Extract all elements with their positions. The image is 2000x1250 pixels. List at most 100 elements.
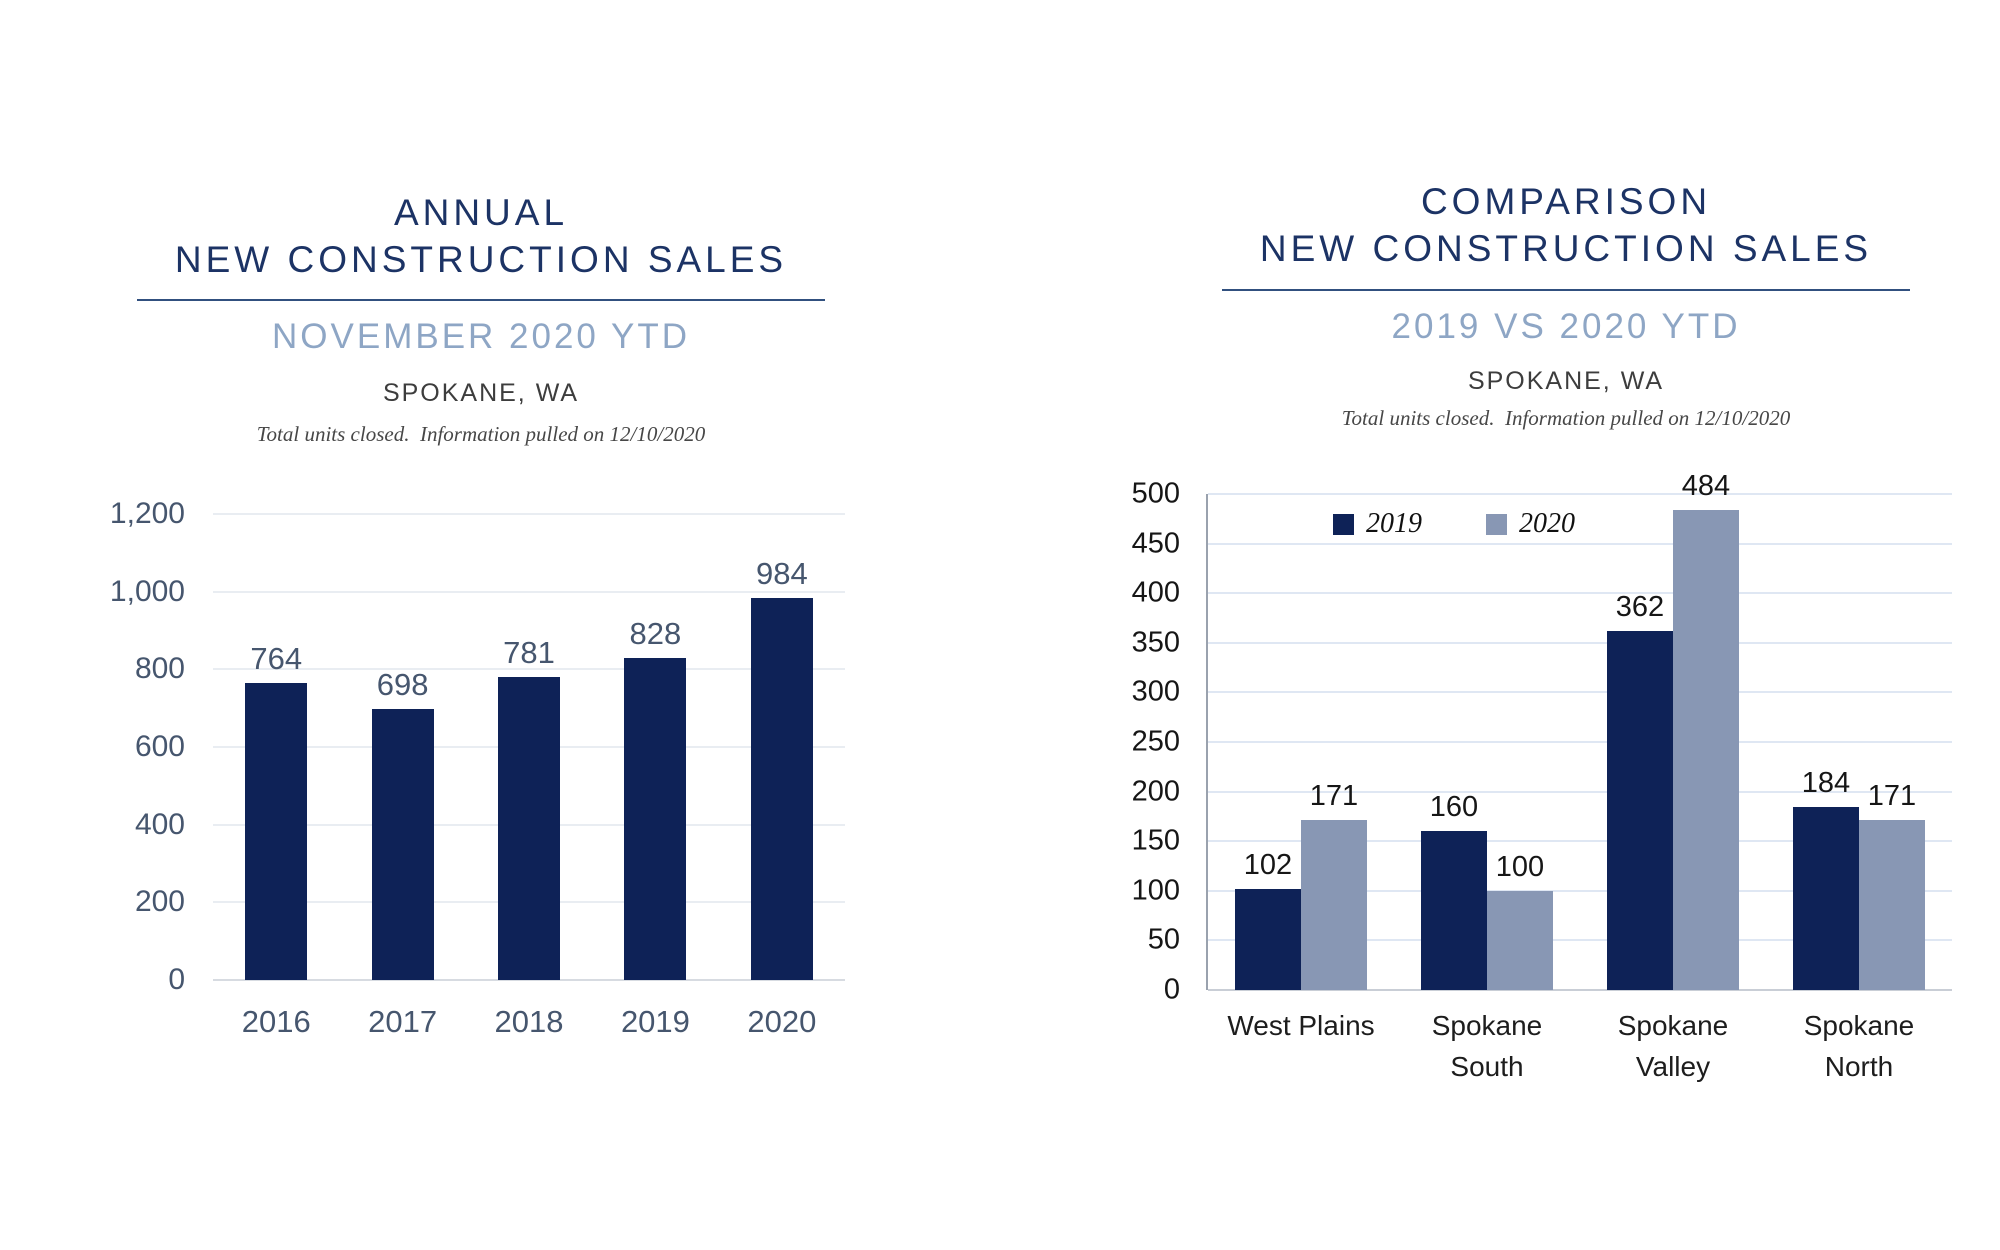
value-label: 698 <box>376 666 429 702</box>
x-tick-label: 2017 <box>368 1004 438 1039</box>
bar-group: 984 <box>750 514 813 980</box>
category-slot: 160 100 <box>1394 494 1580 990</box>
y-tick-label: 100 <box>1131 874 1180 907</box>
bars-area: 764 698 781 828 984 <box>213 514 845 980</box>
gridline <box>1208 592 1952 595</box>
gridline <box>213 590 845 593</box>
category-slot: 362 484 <box>1580 471 1766 990</box>
legend: 2019 2020 <box>1333 508 1575 540</box>
value-label: 100 <box>1495 850 1545 883</box>
chart-location: SPOKANE, WA <box>382 379 580 407</box>
y-tick-label: 0 <box>1163 973 1180 1006</box>
gridline <box>1208 840 1952 843</box>
value-label: 764 <box>250 641 303 677</box>
plot-gridlines <box>1206 493 1952 991</box>
y-tick-label: 350 <box>1131 626 1180 659</box>
y-tick-label: 1,000 <box>109 574 185 608</box>
y-axis-labels: 0 50 100 150 200 250 300 350 400 450 500 <box>1050 479 1180 1004</box>
category-slot: 698 <box>339 514 465 980</box>
legend-swatch <box>1333 513 1354 535</box>
x-axis-line <box>213 979 845 981</box>
annual-sales-plot: 0 200 400 600 800 1,000 1,200 764 698 781 828 984 … <box>110 499 845 1039</box>
category-slot: 984 <box>719 514 845 980</box>
chart-subtitle: NOVEMBER 2020 YTD <box>272 317 690 356</box>
y-tick-label: 300 <box>1131 675 1180 708</box>
legend-item-2020: 2020 <box>1486 508 1575 540</box>
x-tick-label: 2019 <box>620 1004 690 1039</box>
bar-group: 362 484 <box>1607 471 1739 990</box>
comparison-sales-plot: 0 50 100 150 200 250 300 350 400 450 500 102 171 160… <box>1132 471 1952 1082</box>
bars-area: 102 171 160 100 362 484 184 171 <box>1208 471 1952 990</box>
gridline <box>213 513 845 515</box>
chart-location: SPOKANE, WA <box>1467 367 1665 395</box>
y-tick-label: 200 <box>134 885 185 919</box>
gridline <box>1208 889 1952 892</box>
bar-2019: 828 <box>624 618 687 980</box>
legend-swatch <box>1486 513 1507 535</box>
bar-2019-west-plains: 102 <box>1235 850 1301 990</box>
bar-group: 184 171 <box>1793 494 1925 990</box>
gridline <box>1208 741 1952 743</box>
gridline <box>1208 939 1952 942</box>
value-label: 362 <box>1615 590 1665 623</box>
category-slot: 781 <box>466 514 592 980</box>
legend-item-2019: 2019 <box>1333 508 1422 540</box>
bar-2020-spokane-valley: 484 <box>1673 471 1739 990</box>
x-tick-label: 2016 <box>241 1004 311 1039</box>
y-tick-label: 800 <box>134 652 185 686</box>
category-slot: 764 <box>213 514 339 980</box>
gridline <box>1208 641 1952 644</box>
y-tick-label: 50 <box>1147 923 1180 956</box>
chart-note: Total units closed. Information pulled o… <box>1341 406 1791 430</box>
annual-sales-chart: ANNUAL NEW CONSTRUCTION SALES NOVEMBER 2… <box>100 0 862 1250</box>
x-tick-label: West Plains <box>1227 1010 1375 1041</box>
x-tick-label: Spokane Valley <box>1617 1010 1729 1082</box>
gridline <box>1208 691 1952 694</box>
chart-subtitle: 2019 VS 2020 YTD <box>1391 307 1741 346</box>
comparison-sales-chart: COMPARISON NEW CONSTRUCTION SALES 2019 V… <box>1132 0 1966 1250</box>
legend-label: 2019 <box>1366 508 1422 539</box>
value-label: 828 <box>629 616 682 652</box>
bar-2017: 698 <box>371 669 434 980</box>
y-tick-label: 150 <box>1131 824 1180 857</box>
bar-group: 764 <box>245 514 308 980</box>
gridline <box>1208 542 1952 545</box>
y-tick-label: 200 <box>1131 775 1180 808</box>
y-tick-label: 400 <box>134 807 185 841</box>
value-label: 781 <box>503 634 555 670</box>
bar-2016: 764 <box>245 643 308 980</box>
title-divider <box>1222 289 1910 291</box>
chart-title: ANNUAL NEW CONSTRUCTION SALES <box>174 192 788 280</box>
bar-group: 160 100 <box>1421 494 1553 990</box>
legend-label: 2020 <box>1519 508 1575 539</box>
y-tick-label: 250 <box>1131 725 1180 758</box>
bar-group: 828 <box>624 514 687 980</box>
x-axis-labels: 2016 2017 2018 2019 2020 <box>213 1004 845 1040</box>
bar-2020-spokane-north: 171 <box>1859 782 1925 990</box>
y-tick-label: 600 <box>134 730 185 763</box>
bar-group: 698 <box>371 514 434 980</box>
value-label: 184 <box>1801 767 1851 800</box>
bar-2019-spokane-north: 184 <box>1793 769 1859 990</box>
bar-group: 102 171 <box>1235 494 1367 990</box>
bar-2019-spokane-south: 160 <box>1421 793 1487 990</box>
bar-2020: 984 <box>750 558 813 980</box>
gridline <box>1208 493 1952 495</box>
value-label: 984 <box>755 555 808 591</box>
y-tick-label: 0 <box>168 963 185 996</box>
bar-2020-spokane-south: 100 <box>1487 852 1553 990</box>
y-axis-labels: 0 200 400 600 800 1,000 1,200 <box>55 499 185 995</box>
y-tick-label: 500 <box>1131 477 1180 510</box>
y-tick-label: 1,200 <box>109 497 185 530</box>
value-label: 160 <box>1429 791 1479 824</box>
value-label: 484 <box>1681 469 1731 502</box>
y-tick-label: 450 <box>1131 527 1180 560</box>
value-label: 102 <box>1243 848 1293 881</box>
chart-note: Total units closed. Information pulled o… <box>256 422 706 446</box>
bar-2020-west-plains: 171 <box>1301 782 1367 990</box>
category-slot: 184 171 <box>1766 494 1952 990</box>
x-tick-label: 2018 <box>494 1004 564 1039</box>
category-slot: 828 <box>592 514 718 980</box>
x-tick-label: Spokane South <box>1431 1010 1543 1082</box>
